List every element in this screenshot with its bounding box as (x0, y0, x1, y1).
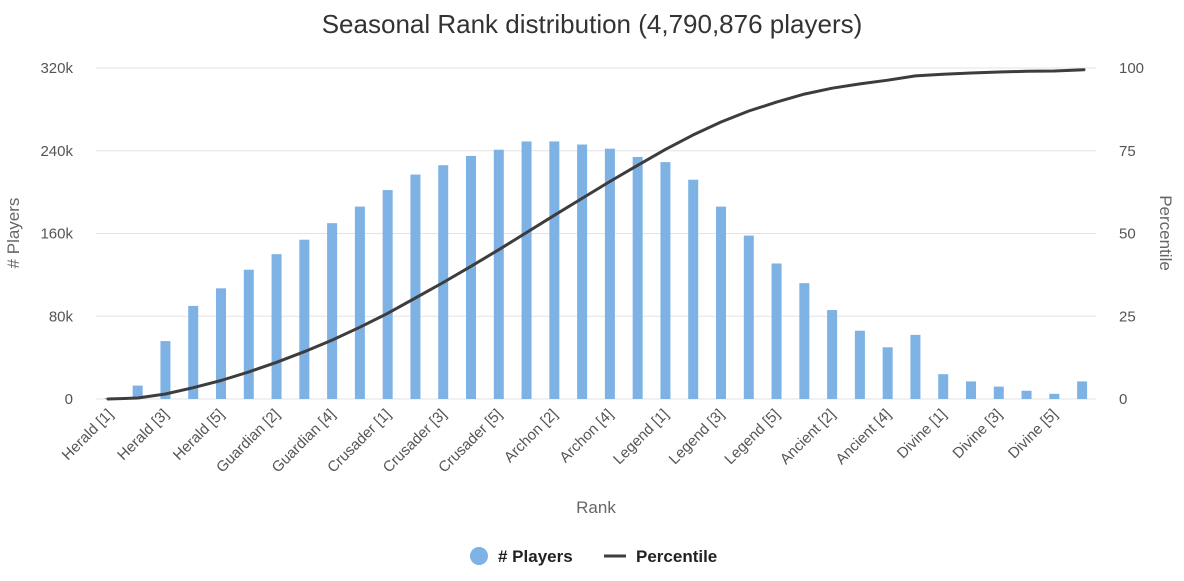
bar-players (854, 330, 865, 399)
legend-players-marker (470, 547, 488, 565)
bar-players (688, 179, 699, 399)
bar-players (604, 148, 615, 399)
x-tick-label: Divine [3] (949, 406, 1005, 462)
y-axis-title: # Players (4, 198, 23, 269)
legend-players-label: # Players (498, 547, 573, 566)
chart-title: Seasonal Rank distribution (4,790,876 pl… (322, 9, 863, 39)
x-tick-label: Herald [5] (170, 406, 228, 464)
bar-players (632, 156, 643, 399)
bar-players (466, 155, 476, 399)
x-tick-label: Legend [5] (721, 406, 783, 468)
x-axis-title: Rank (576, 498, 616, 517)
x-tick-label: Divine [1] (894, 406, 950, 462)
bar-players (577, 144, 588, 399)
x-tick-label: Archon [4] (556, 406, 616, 466)
y2-tick-label: 75 (1119, 143, 1136, 160)
bar-players (1021, 390, 1032, 399)
bar-players (1049, 393, 1060, 399)
x-tick-label: Legend [3] (666, 406, 728, 468)
bar-players (271, 254, 282, 399)
x-tick-label: Ancient [4] (832, 406, 894, 468)
y2-tick-label: 0 (1119, 391, 1127, 408)
bar-players (327, 223, 338, 399)
y-tick-label: 320k (40, 60, 73, 77)
bar-players (882, 347, 893, 399)
x-tick-label: Legend [1] (610, 406, 672, 468)
y-axis-left: 0 80k 160k 240k 320k (40, 60, 73, 408)
y-tick-label: 80k (49, 308, 74, 325)
y2-tick-label: 100 (1119, 60, 1144, 77)
bar-players (716, 206, 726, 399)
bar-players (354, 206, 365, 399)
y2-tick-label: 50 (1119, 226, 1136, 243)
x-axis: Herald [1]Herald [3]Herald [5]Guardian [… (59, 406, 1061, 476)
y-axis-right: 0 25 50 75 100 (1119, 60, 1144, 408)
bar-players (966, 381, 976, 399)
bar-players (938, 374, 949, 399)
y-tick-label: 160k (40, 226, 73, 243)
gridlines (96, 67, 1096, 400)
bar-players (493, 149, 504, 399)
bar-players (521, 141, 532, 400)
bar-players (410, 174, 421, 399)
bar-players (132, 385, 143, 399)
bar-players (771, 263, 782, 399)
bar-players (160, 341, 171, 399)
x-tick-label: Ancient [2] (777, 406, 839, 468)
bar-players (243, 269, 254, 399)
bar-series-players (104, 141, 1088, 400)
y2-axis-title: Percentile (1156, 195, 1175, 271)
y2-tick-label: 25 (1119, 308, 1136, 325)
bar-players (382, 190, 393, 399)
legend: # Players Percentile (470, 547, 717, 566)
legend-percentile-label: Percentile (636, 547, 717, 566)
y-tick-label: 240k (40, 143, 73, 160)
x-tick-label: Herald [3] (114, 406, 172, 464)
y-tick-label: 0 (65, 391, 73, 408)
x-tick-label: Archon [2] (501, 406, 561, 466)
bar-players (827, 310, 838, 399)
x-tick-label: Herald [1] (59, 406, 117, 464)
bar-players (910, 334, 921, 399)
bar-players (660, 162, 671, 399)
bar-players (993, 386, 1004, 399)
bar-players (188, 305, 199, 399)
bar-players (799, 283, 810, 399)
x-tick-label: Divine [5] (1005, 406, 1061, 462)
bar-players (216, 288, 226, 399)
bar-players (299, 239, 310, 399)
line-series-percentile (106, 68, 1086, 401)
bar-players (1077, 381, 1088, 399)
percentile-line (106, 68, 1086, 401)
bar-players (549, 141, 560, 400)
bar-players (743, 235, 754, 399)
